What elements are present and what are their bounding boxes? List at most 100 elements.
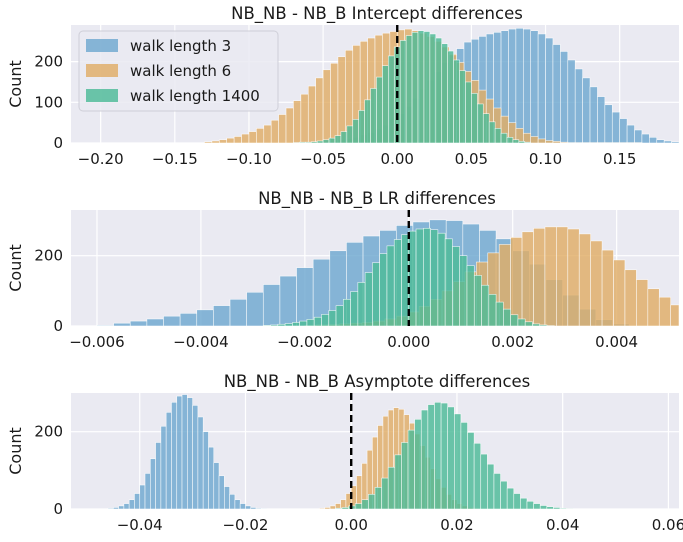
histogram-bar	[459, 70, 466, 144]
histogram-bar	[299, 320, 308, 327]
histogram-bar	[459, 255, 468, 327]
histogram-bar	[434, 401, 442, 510]
histogram-bar	[387, 466, 396, 510]
histogram-bar	[473, 442, 482, 510]
y-tick-label: 100	[34, 93, 63, 111]
histogram-bar	[466, 265, 475, 327]
histogram-bar	[324, 507, 331, 510]
y-tick-label: 200	[34, 423, 63, 441]
histogram-bar	[597, 96, 606, 144]
histogram-bar	[300, 93, 309, 144]
histogram-bar	[423, 31, 431, 144]
histogram-bar	[134, 493, 141, 510]
legend-box	[78, 30, 279, 112]
panel-1: −0.006 −0.004 −0.002 0.000 0.002 0.004 0 200 Cou…	[6, 189, 680, 351]
histogram-bar	[296, 267, 314, 327]
histogram-bar	[279, 275, 297, 327]
histogram-bar	[96, 324, 114, 327]
y-axis-title: Count	[6, 427, 25, 475]
x-tick-label: −0.15	[152, 150, 198, 168]
histogram-bar	[649, 137, 658, 144]
x-tick-label: −0.10	[226, 150, 272, 168]
histogram-bar	[493, 473, 501, 510]
histogram-bar	[574, 68, 583, 144]
histogram-bar	[382, 65, 389, 144]
histogram-bar	[537, 33, 546, 144]
histogram-bar	[482, 113, 490, 144]
histogram-bar	[270, 324, 279, 327]
x-tick-label: 0.06	[652, 516, 683, 534]
x-tick-label: −0.04	[117, 516, 163, 534]
x-tick-label: −0.02	[222, 516, 268, 534]
histogram-bar	[196, 309, 214, 327]
histogram-bar	[613, 259, 626, 327]
panel-title: NB_NB - NB_B LR differences	[258, 189, 496, 209]
histogram-bar	[524, 141, 532, 144]
y-axis-title: Count	[6, 60, 25, 108]
legend-label: walk length 6	[130, 62, 231, 80]
histogram-bar	[619, 118, 628, 144]
histogram-bar	[526, 500, 534, 510]
histogram-bar	[552, 44, 561, 144]
histogram-bar	[447, 50, 454, 144]
histogram-bar	[394, 454, 402, 510]
histogram-bar	[350, 291, 359, 327]
histogram-bar	[393, 239, 402, 327]
x-tick-label: −0.002	[277, 333, 333, 351]
histogram-bar	[435, 37, 443, 144]
histogram-bar	[567, 228, 580, 327]
histogram-bar	[330, 62, 339, 144]
histogram-bar	[487, 463, 495, 510]
histogram-bar	[364, 272, 373, 327]
histogram-bar	[284, 323, 293, 327]
histogram-bar	[407, 429, 415, 510]
histogram-bar	[460, 422, 468, 510]
histogram-bar	[530, 30, 539, 144]
histogram-bar	[263, 124, 272, 144]
histogram-bar	[556, 226, 569, 327]
histogram-bar	[658, 296, 671, 327]
histogram-bar	[123, 503, 130, 510]
histogram-bar	[246, 291, 264, 327]
histogram-bar	[226, 137, 235, 144]
histogram-bar	[321, 314, 330, 327]
histogram-bar	[305, 141, 312, 144]
histogram-bar	[354, 503, 363, 510]
x-tick-label: 0.05	[455, 150, 488, 168]
histogram-bar	[500, 480, 508, 510]
histogram-bar	[506, 137, 514, 144]
x-tick-label: 0.000	[387, 333, 430, 351]
histogram-bar	[165, 412, 172, 510]
histogram-bar	[411, 32, 419, 144]
histogram-bar	[515, 27, 524, 144]
histogram-bar	[187, 397, 193, 510]
histogram-bar	[322, 69, 331, 144]
histogram-bar	[234, 499, 241, 510]
histogram-bar	[670, 304, 680, 327]
histogram-bar	[358, 110, 365, 144]
histogram-bar	[656, 139, 665, 144]
histogram-bar	[376, 76, 383, 144]
histogram-bar	[328, 310, 337, 327]
histogram-bar	[624, 269, 637, 327]
x-tick-label: 0.15	[603, 150, 636, 168]
histogram-bar	[601, 249, 614, 327]
histogram-bar	[545, 140, 554, 144]
histogram-bar	[467, 432, 475, 510]
histogram-bar	[481, 284, 490, 327]
histogram-bar	[361, 499, 369, 510]
series-2-bars	[293, 30, 532, 144]
histogram-bar	[517, 318, 526, 327]
histogram-bar	[370, 88, 377, 144]
x-tick-label: 0.00	[335, 516, 368, 534]
histogram-bar	[537, 138, 546, 144]
histogram-bar	[429, 33, 437, 144]
panel-title: NB_NB - NB_B Intercept differences	[231, 4, 523, 24]
histogram-bar	[533, 503, 541, 510]
histogram-bar	[374, 487, 382, 510]
histogram-bar	[262, 324, 271, 327]
panel-0: −0.20 −0.15 −0.10 −0.05 0.00 0.05 0.10 0.15 0 100…	[6, 4, 680, 168]
histogram-bar	[293, 100, 302, 144]
series-2-bars	[262, 227, 555, 327]
histogram-bar	[567, 59, 576, 144]
